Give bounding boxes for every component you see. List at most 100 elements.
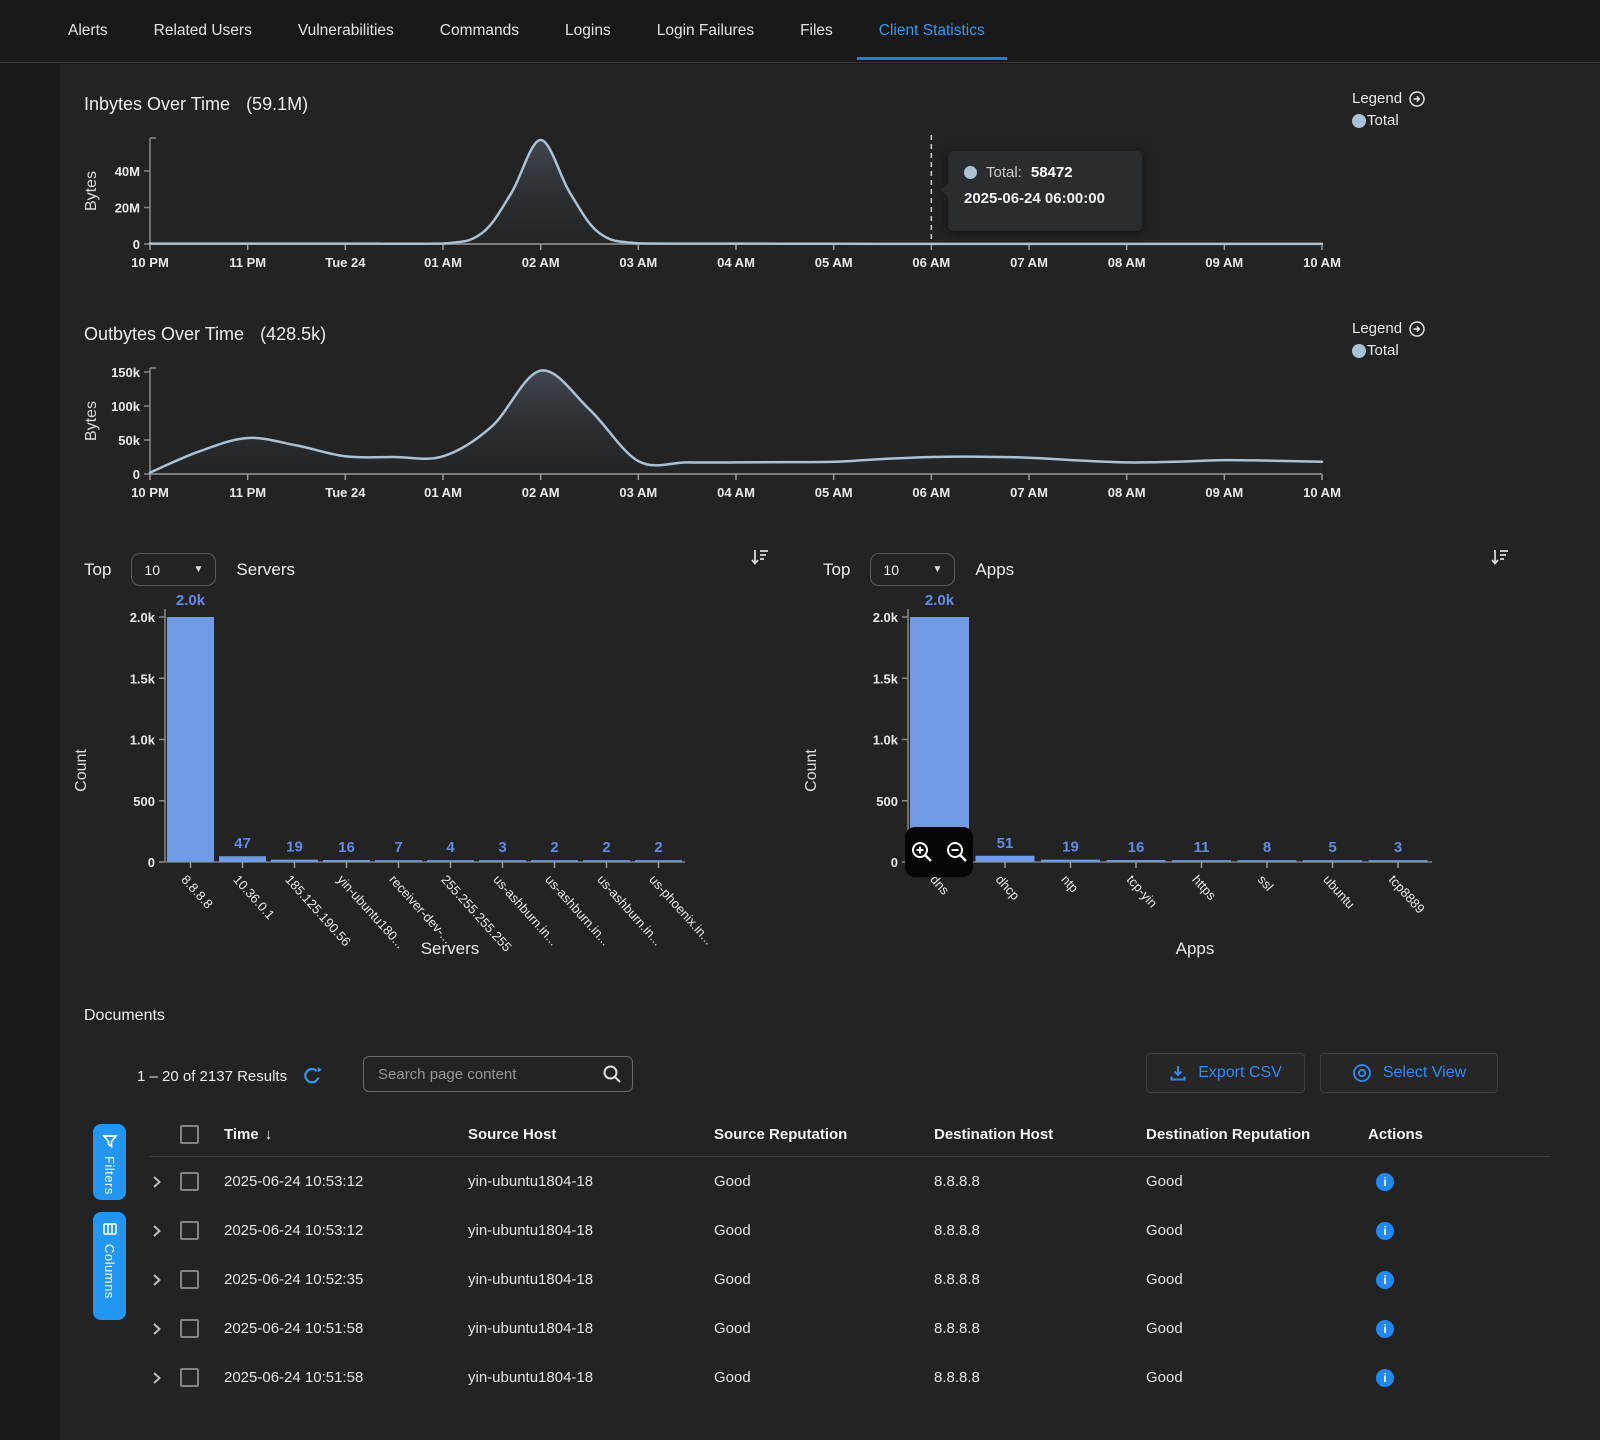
- zoom-out-icon[interactable]: [945, 840, 969, 864]
- cell-destination-host: 8.8.8.8: [934, 1173, 980, 1190]
- row-expand-chevron-icon[interactable]: [150, 1175, 180, 1189]
- tab-login-failures[interactable]: Login Failures: [656, 22, 755, 39]
- column-header-destination-host[interactable]: Destination Host: [934, 1125, 1054, 1143]
- columns-grid-icon: [102, 1221, 118, 1237]
- row-checkbox[interactable]: [180, 1172, 199, 1191]
- legend-expand-arrow-icon[interactable]: [1409, 320, 1425, 337]
- svg-text:2.0k: 2.0k: [873, 610, 899, 625]
- tab-alerts[interactable]: Alerts: [68, 22, 108, 39]
- cell-destination-reputation: Good: [1146, 1369, 1183, 1386]
- apps-sort-descending-icon[interactable]: [1488, 546, 1510, 568]
- cell-source-host: yin-ubuntu1804-18: [468, 1173, 594, 1190]
- column-header-time[interactable]: Time ↓: [224, 1126, 468, 1143]
- svg-text:03 AM: 03 AM: [619, 255, 657, 270]
- cell-source-host: yin-ubuntu1804-18: [468, 1320, 594, 1337]
- series-color-dot: [1352, 343, 1366, 358]
- svg-text:Bytes: Bytes: [83, 401, 100, 441]
- download-icon: [1169, 1064, 1187, 1082]
- row-checkbox[interactable]: [180, 1221, 199, 1240]
- svg-text:Bytes: Bytes: [83, 171, 100, 211]
- zoom-in-icon[interactable]: [910, 840, 934, 864]
- svg-text:03 AM: 03 AM: [619, 485, 657, 500]
- info-icon[interactable]: i: [1376, 1368, 1394, 1387]
- svg-text:2.0k: 2.0k: [130, 610, 156, 625]
- tab-vulnerabilities[interactable]: Vulnerabilities: [297, 22, 394, 39]
- tab-related-users[interactable]: Related Users: [153, 22, 252, 39]
- svg-text:01 AM: 01 AM: [424, 255, 462, 270]
- svg-text:1.0k: 1.0k: [130, 733, 156, 748]
- cell-time: 2025-06-24 10:51:58: [224, 1369, 364, 1386]
- inbytes-area-chart[interactable]: 0 20M 40M 10 PM 11 PM Tue 24 01 AM 02 AM 03 AM 04…: [80, 130, 1360, 285]
- eye-icon: [1352, 1063, 1372, 1083]
- row-checkbox[interactable]: [180, 1319, 199, 1338]
- svg-text:7: 7: [394, 839, 402, 856]
- svg-text:11: 11: [1194, 839, 1210, 856]
- row-expand-chevron-icon[interactable]: [150, 1273, 180, 1287]
- row-expand-chevron-icon[interactable]: [150, 1322, 180, 1336]
- top-apps-count-select[interactable]: 10 ▼: [870, 553, 956, 586]
- legend-item-total[interactable]: Total: [1352, 342, 1462, 359]
- inbytes-total-value: (59.1M): [246, 94, 309, 114]
- svg-text:ubuntu: ubuntu: [1320, 872, 1358, 912]
- export-csv-button[interactable]: Export CSV: [1146, 1053, 1305, 1093]
- select-view-label: Select View: [1382, 1064, 1467, 1081]
- cell-actions: i: [1368, 1270, 1450, 1289]
- select-view-button[interactable]: Select View: [1320, 1053, 1498, 1093]
- inbytes-legend: Legend Total: [1352, 90, 1462, 129]
- top-label: Top: [823, 559, 851, 579]
- svg-text:ssl: ssl: [1255, 872, 1277, 894]
- info-icon[interactable]: i: [1376, 1172, 1394, 1191]
- row-checkbox[interactable]: [180, 1270, 199, 1289]
- search-icon[interactable]: [602, 1064, 622, 1084]
- column-header-destination-reputation[interactable]: Destination Reputation: [1146, 1125, 1311, 1143]
- top-servers-bar-chart[interactable]: 05001.0k1.5k2.0k2.0k8.8.8.84710.36.0.119…: [70, 545, 770, 975]
- column-header-source-reputation[interactable]: Source Reputation: [714, 1125, 848, 1143]
- row-expand-chevron-icon[interactable]: [150, 1371, 180, 1385]
- svg-text:3: 3: [498, 839, 506, 856]
- svg-text:dhcp: dhcp: [993, 872, 1023, 903]
- column-header-source-host[interactable]: Source Host: [468, 1125, 557, 1143]
- info-icon[interactable]: i: [1376, 1319, 1394, 1338]
- top-servers-count-select[interactable]: 10 ▼: [131, 553, 217, 586]
- search-input[interactable]: [376, 1064, 602, 1084]
- columns-button[interactable]: Columns: [93, 1212, 126, 1320]
- legend-expand-arrow-icon[interactable]: [1409, 90, 1425, 107]
- svg-text:09 AM: 09 AM: [1205, 485, 1243, 500]
- svg-text:8: 8: [1263, 839, 1271, 856]
- select-all-checkbox[interactable]: [180, 1124, 199, 1144]
- legend-header[interactable]: Legend: [1352, 90, 1462, 107]
- results-summary: 1 – 20 of 2137 Results: [137, 1066, 323, 1086]
- outbytes-area-chart[interactable]: 0 50k 100k 150k 10 PM 11 PM Tue 24 01 AM 02 AM 03…: [80, 360, 1360, 515]
- svg-text:0: 0: [148, 855, 155, 870]
- inbytes-chart-title: Inbytes Over Time (59.1M): [84, 94, 308, 115]
- legend-header[interactable]: Legend: [1352, 320, 1462, 337]
- svg-text:500: 500: [876, 794, 898, 809]
- cell-time: 2025-06-24 10:53:12: [224, 1222, 364, 1239]
- legend-label: Legend: [1352, 320, 1403, 337]
- filters-label: Filters: [102, 1156, 117, 1195]
- info-icon[interactable]: i: [1376, 1270, 1394, 1289]
- svg-text:2.0k: 2.0k: [176, 592, 206, 609]
- row-checkbox[interactable]: [180, 1368, 199, 1387]
- cell-actions: i: [1368, 1368, 1450, 1387]
- cell-destination-host: 8.8.8.8: [934, 1271, 980, 1288]
- series-color-dot: [1352, 113, 1366, 128]
- legend-item-total[interactable]: Total: [1352, 112, 1462, 129]
- servers-sort-descending-icon[interactable]: [748, 546, 770, 568]
- tab-client-statistics[interactable]: Client Statistics: [856, 22, 1007, 60]
- filters-button[interactable]: Filters: [93, 1124, 126, 1200]
- svg-text:10 AM: 10 AM: [1303, 485, 1341, 500]
- outbytes-total-value: (428.5k): [260, 324, 327, 344]
- tab-commands[interactable]: Commands: [439, 22, 520, 39]
- export-csv-label: Export CSV: [1198, 1064, 1282, 1081]
- row-expand-chevron-icon[interactable]: [150, 1224, 180, 1238]
- top-apps-bar-chart[interactable]: 05001.0k1.5k2.0k2.0kdns51dhcp19ntp16tcp-…: [800, 545, 1530, 975]
- table-header-row: Time ↓ Source Host Source Reputation Des…: [150, 1112, 1550, 1157]
- tab-logins[interactable]: Logins: [565, 22, 611, 39]
- info-icon[interactable]: i: [1376, 1221, 1394, 1240]
- tab-files[interactable]: Files: [800, 22, 833, 39]
- svg-text:https: https: [1189, 872, 1219, 903]
- outbytes-chart-title: Outbytes Over Time (428.5k): [84, 324, 326, 345]
- cell-source-reputation: Good: [714, 1271, 751, 1288]
- refresh-icon[interactable]: [302, 1066, 323, 1086]
